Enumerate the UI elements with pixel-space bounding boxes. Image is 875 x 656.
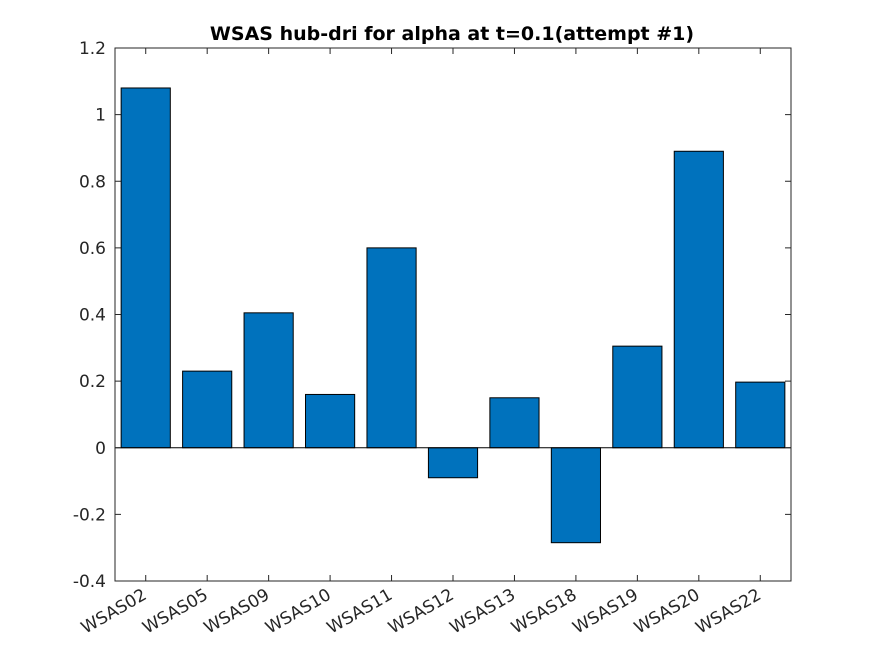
- bar-wsas05: [182, 370, 233, 449]
- y-tick-label: 0.6: [79, 239, 106, 259]
- x-tick-label: WSAS22: [692, 585, 764, 638]
- y-tick-label: 0.4: [79, 306, 106, 326]
- bar-wsas12: [427, 447, 479, 479]
- bar-wsas22: [735, 381, 786, 449]
- x-axis: WSAS02WSAS05WSAS09WSAS10WSAS11WSAS12WSAS…: [78, 48, 765, 638]
- bar-wsas19: [612, 345, 663, 449]
- x-tick-label: WSAS13: [447, 585, 519, 638]
- y-axis: -0.4 -0.2 0 0.2 0.4 0.6 0.8 1 1.2: [73, 39, 791, 592]
- bar-wsas09: [243, 312, 294, 449]
- bar-wsas10: [305, 393, 356, 449]
- x-tick-label: WSAS02: [78, 585, 150, 638]
- bar-wsas18: [550, 447, 601, 544]
- x-tick-label: WSAS05: [139, 585, 211, 638]
- x-tick-label: WSAS19: [570, 585, 642, 638]
- bar-wsas13: [489, 397, 540, 449]
- bar-wsas20: [673, 150, 724, 449]
- y-tick-label: 0: [95, 439, 106, 459]
- bar-wsas02: [120, 87, 171, 449]
- y-tick-label: 0.8: [79, 172, 106, 192]
- y-tick-label: 1: [95, 106, 106, 126]
- bar-wsas11: [366, 247, 417, 449]
- y-tick-label: 0.2: [79, 372, 106, 392]
- x-tick-label: WSAS20: [631, 585, 703, 638]
- y-tick-label: -0.4: [73, 572, 106, 592]
- x-tick-label: WSAS18: [508, 585, 580, 638]
- chart-title: WSAS hub-dri for alpha at t=0.1(attempt …: [210, 23, 694, 45]
- y-tick-label: 1.2: [79, 39, 106, 59]
- y-tick-label: -0.2: [73, 505, 106, 525]
- x-tick-label: WSAS10: [262, 585, 334, 638]
- x-tick-label: WSAS11: [324, 585, 396, 638]
- axes-box: [114, 47, 792, 582]
- x-tick-label: WSAS09: [201, 585, 273, 638]
- x-tick-label: WSAS12: [385, 585, 457, 638]
- bars-group: [115, 87, 791, 544]
